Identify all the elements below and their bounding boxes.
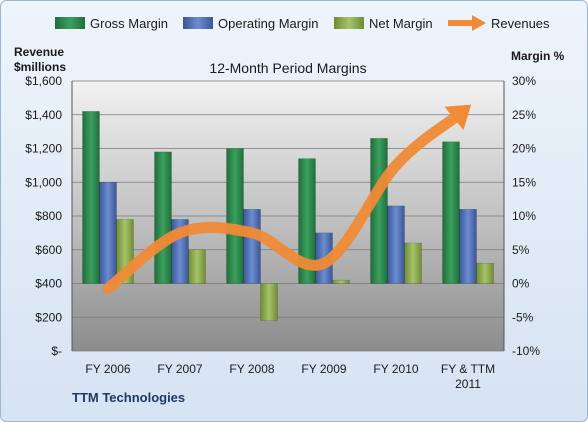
right-tick-label: 10% bbox=[512, 209, 536, 223]
gross-margin-bar bbox=[298, 158, 316, 284]
legend-swatch-operating bbox=[183, 17, 213, 29]
gridlines bbox=[71, 80, 505, 352]
chart-title: 12-Month Period Margins bbox=[209, 60, 366, 76]
right-tick-label: 0% bbox=[512, 277, 530, 291]
left-tick-label: $- bbox=[51, 344, 62, 358]
right-tick-label: -10% bbox=[512, 344, 540, 358]
left-tick-label: $200 bbox=[35, 310, 62, 324]
legend-swatch-revenues bbox=[448, 15, 486, 31]
right-tick-label: 30% bbox=[512, 74, 536, 88]
operating-margin-bar bbox=[99, 182, 117, 284]
x-tick-label: FY 2008 bbox=[229, 362, 274, 376]
x-tick-label: FY 2006 bbox=[85, 362, 130, 376]
legend-operating: Operating Margin bbox=[218, 16, 318, 31]
footer-company: TTM Technologies bbox=[72, 390, 185, 405]
operating-margin-bar bbox=[459, 209, 477, 284]
net-margin-bar bbox=[476, 263, 494, 284]
net-margin-bar bbox=[332, 279, 350, 284]
operating-margin-bar bbox=[387, 205, 405, 284]
right-tick-label: 15% bbox=[512, 175, 536, 189]
right-axis-label: Margin % bbox=[511, 49, 565, 63]
right-tick-label: 25% bbox=[512, 108, 536, 122]
left-tick-label: $600 bbox=[35, 243, 62, 257]
gross-margin-bar bbox=[226, 148, 244, 284]
gross-margin-bar bbox=[82, 111, 100, 284]
x-axis-ticks: FY 2006 FY 2007 FY 2008 FY 2009 FY 2010 FY & … bbox=[85, 362, 495, 391]
revenue-line bbox=[102, 104, 472, 295]
legend-swatch-net bbox=[334, 17, 364, 29]
legend-gross: Gross Margin bbox=[90, 16, 168, 31]
gross-margin-bar bbox=[154, 151, 172, 284]
left-tick-label: $1,000 bbox=[25, 175, 62, 189]
left-axis-label-line1: Revenue bbox=[14, 45, 64, 59]
x-tick-label: FY 2009 bbox=[301, 362, 346, 376]
right-tick-label: -5% bbox=[512, 310, 534, 324]
left-tick-label: $1,200 bbox=[25, 142, 62, 156]
left-tick-label: $400 bbox=[35, 277, 62, 291]
bar-series bbox=[82, 111, 494, 321]
legend-revenues: Revenues bbox=[491, 16, 550, 31]
right-tick-label: 20% bbox=[512, 142, 536, 156]
operating-margin-bar bbox=[243, 209, 261, 284]
x-tick-label: FY 2010 bbox=[373, 362, 418, 376]
legend: Gross Margin Operating Margin Net Margin… bbox=[55, 15, 550, 31]
right-axis-ticks: -10% -5% 0% 5% 10% 15% 20% 25% 30% bbox=[512, 74, 540, 358]
revenue-line-path bbox=[102, 110, 463, 295]
revenue-arrow-head bbox=[444, 104, 472, 131]
right-tick-label: 5% bbox=[512, 243, 530, 257]
net-margin-bar bbox=[188, 249, 206, 284]
legend-net: Net Margin bbox=[369, 16, 433, 31]
left-axis-ticks: $- $200 $400 $600 $800 $1,000 $1,200 $1,400 $1,6… bbox=[25, 74, 62, 358]
gross-margin-bar bbox=[442, 141, 460, 284]
left-tick-label: $1,400 bbox=[25, 108, 62, 122]
left-tick-label: $1,600 bbox=[25, 74, 62, 88]
left-tick-label: $800 bbox=[35, 209, 62, 223]
net-margin-bar bbox=[260, 283, 278, 321]
legend-swatch-gross bbox=[55, 17, 85, 29]
net-margin-bar bbox=[404, 242, 422, 284]
x-tick-label: FY 2007 bbox=[157, 362, 202, 376]
left-axis-label-line2: $millions bbox=[14, 60, 66, 74]
gross-margin-bar bbox=[370, 138, 388, 284]
x-tick-label: FY & TTM 2011 bbox=[441, 362, 495, 391]
